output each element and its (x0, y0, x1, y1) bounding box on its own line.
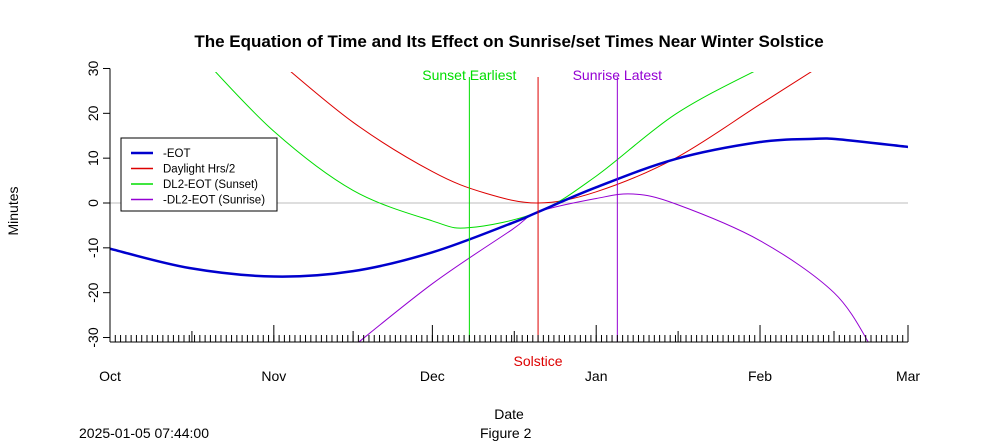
x-tick-label: Jan (585, 368, 608, 384)
plot-area: Sunset Earliest Solstice Sunrise Latest (110, 67, 908, 369)
sunrise-latest-label: Sunrise Latest (573, 67, 663, 83)
legend: -EOT Daylight Hrs/2 DL2-EOT (Sunset) -DL2-E… (120, 137, 278, 212)
x-tick-label: Feb (748, 368, 772, 384)
y-tick-label: 10 (85, 150, 101, 166)
y-tick-label: -30 (85, 327, 101, 347)
y-tick-label: -20 (85, 282, 101, 302)
y-tick-label: 20 (85, 105, 101, 121)
figure-label: Figure 2 (480, 425, 532, 441)
x-tick-label: Nov (261, 368, 286, 384)
daylight-half-series-line (290, 72, 812, 204)
x-axis-title: Date (494, 406, 524, 422)
x-tick-label: Oct (99, 368, 121, 384)
solstice-label: Solstice (514, 353, 563, 369)
sunset-earliest-label: Sunset Earliest (422, 67, 516, 83)
y-axis-title: Minutes (5, 186, 21, 235)
axes: -30 -20 -10 0 10 20 30 Oct Nov Dec Jan Feb Mar (85, 60, 920, 384)
eot-series-line (110, 137, 908, 278)
sunset-series-line (214, 72, 755, 229)
legend-sunset-label: DL2-EOT (Sunset) (163, 179, 258, 191)
sunrise-series-line (358, 193, 869, 342)
y-tick-label: 0 (85, 199, 101, 207)
y-tick-label: -10 (85, 238, 101, 258)
x-tick-label: Mar (896, 368, 920, 384)
legend-sunrise-label: -DL2-EOT (Sunrise) (163, 195, 265, 207)
x-tick-label: Dec (420, 368, 445, 384)
chart-title: The Equation of Time and Its Effect on S… (194, 32, 823, 51)
legend-daylight-label: Daylight Hrs/2 (163, 164, 235, 176)
y-tick-label: 30 (85, 60, 101, 76)
legend-eot-label: -EOT (163, 148, 190, 160)
timestamp-label: 2025-01-05 07:44:00 (79, 425, 209, 441)
